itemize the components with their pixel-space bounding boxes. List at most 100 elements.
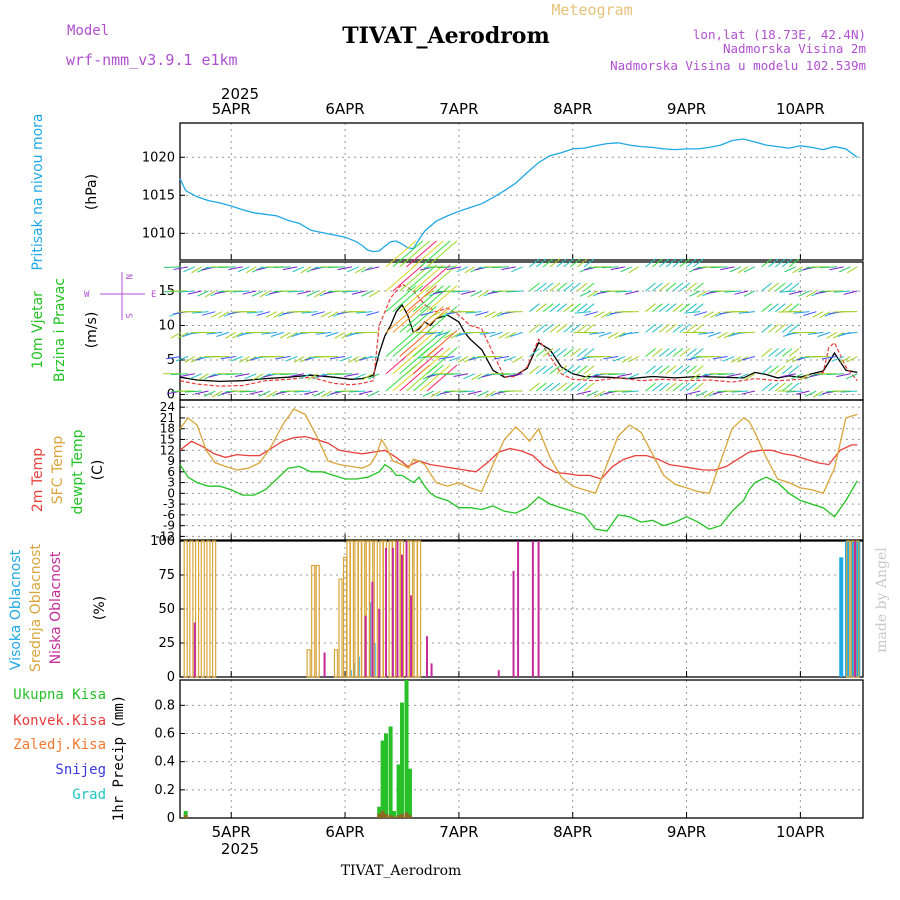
wind-arrow — [315, 331, 332, 335]
wind-arrow — [693, 303, 704, 313]
wind-arrow — [505, 331, 517, 339]
wind-arrow — [164, 266, 182, 269]
panel-precipitation: 0 0.2 0.4 0.6 0.8 — [154, 679, 864, 826]
wind-arrow — [512, 356, 523, 363]
wind-arrow — [710, 311, 721, 319]
wind-arrow — [244, 373, 257, 380]
wind-arrow — [686, 382, 697, 392]
y-tick-label: 100 — [150, 534, 175, 549]
wind-arrow — [202, 311, 216, 316]
wind-arrow — [457, 356, 469, 363]
temperature-labels: 2m Temp SFC Temp dewpt Temp (C) — [30, 429, 106, 514]
precip-bar — [399, 813, 404, 818]
wind-arrow — [406, 264, 437, 292]
y-tick-label: 21 — [160, 411, 175, 425]
cloud-bar — [353, 663, 356, 677]
wind-arrow — [197, 290, 209, 297]
wind-arrow — [259, 290, 271, 298]
wind-arrow — [180, 373, 195, 377]
wind-arrow — [399, 306, 431, 333]
wind-arrow — [246, 311, 264, 314]
wind-arrow — [311, 311, 325, 316]
cloud-bar — [410, 595, 413, 677]
wind-arrow — [265, 311, 277, 318]
cloud-bar — [391, 547, 394, 677]
wind-arrow — [689, 290, 701, 297]
wind-arrow — [583, 258, 595, 268]
cloud-bar — [839, 557, 844, 677]
wind-arrow — [817, 331, 831, 338]
wind-arrow — [617, 373, 633, 378]
wind-arrow — [601, 266, 619, 269]
wind-arrow — [419, 285, 451, 313]
legend-konvek: Konvek.Kisa — [13, 713, 106, 729]
wind-arrow — [419, 240, 451, 268]
wind-arrow — [385, 330, 417, 357]
wind-arrow — [614, 331, 626, 339]
wind-arrow — [652, 382, 663, 392]
wind-arrow — [775, 282, 786, 292]
wind-arrow — [840, 390, 858, 393]
wind-arrow — [542, 303, 554, 313]
wind-arrow — [470, 290, 482, 297]
wind-arrow — [768, 382, 779, 392]
wind-arrow — [795, 390, 810, 395]
wind-arrow — [301, 311, 318, 314]
wind-arrow — [831, 356, 844, 362]
y-tick-label: 9 — [167, 454, 175, 468]
bottom-date-label: 6APR — [325, 823, 364, 841]
wind-arrow — [703, 311, 715, 318]
wind-arrow — [529, 323, 540, 333]
wind-arrow — [819, 311, 831, 319]
wind-arrow — [443, 331, 455, 339]
wind-arrow — [652, 348, 663, 357]
wind-arrow — [461, 290, 475, 295]
wind-arrow — [799, 373, 810, 381]
wind-arrow — [419, 364, 451, 392]
wind-arrow — [493, 356, 510, 360]
wind-arrow — [686, 282, 697, 292]
bottom-axis-labels: 5APR 6APR 7APR 8APR 9APR 10APR — [212, 823, 825, 841]
wind-arrow — [610, 266, 626, 271]
wind-arrow — [303, 390, 318, 395]
wind-arrow — [587, 290, 599, 298]
wind-arrow — [665, 348, 677, 357]
wind-arrow — [786, 390, 803, 393]
wind-arrow — [252, 373, 264, 381]
y-tick-label: 15 — [160, 432, 175, 446]
y-tick-label: -12 — [155, 529, 175, 543]
watermark: made by Angel — [874, 547, 890, 653]
top-date-label: 5APR — [212, 100, 251, 118]
wind-arrow — [570, 282, 581, 292]
wind-arrow — [341, 331, 353, 339]
cloud-unit: (%) — [92, 596, 108, 620]
wind-arrow — [337, 266, 352, 271]
wind-arrow — [788, 282, 800, 292]
wind-arrow — [741, 390, 755, 395]
y-tick-label: 18 — [160, 422, 175, 436]
wind-arrow — [456, 266, 469, 273]
wind-arrow — [529, 258, 540, 268]
cloud-bar — [400, 554, 403, 677]
wind-arrow — [399, 285, 431, 313]
y-tick-label: 3 — [167, 476, 175, 490]
wind-arrow — [768, 303, 779, 313]
wind-arrow — [198, 373, 209, 381]
wind-arrow — [385, 306, 417, 333]
wind-arrow — [679, 382, 691, 392]
top-date-label: 7APR — [439, 100, 478, 118]
model-label: Model — [67, 23, 109, 39]
wind-arrow — [351, 290, 366, 295]
wind-arrow — [665, 258, 677, 268]
wind-arrow — [693, 258, 704, 268]
compass-w: W — [84, 290, 90, 300]
wind-arrow — [738, 311, 755, 314]
wind-arrow — [437, 311, 448, 319]
wind-arrow — [761, 323, 773, 333]
wind-arrow — [327, 311, 339, 319]
wind-arrow — [192, 311, 209, 314]
wind-arrow — [282, 266, 298, 271]
wind-arrow — [365, 311, 380, 316]
wind-arrow — [710, 266, 728, 269]
wind-arrow — [458, 390, 475, 393]
